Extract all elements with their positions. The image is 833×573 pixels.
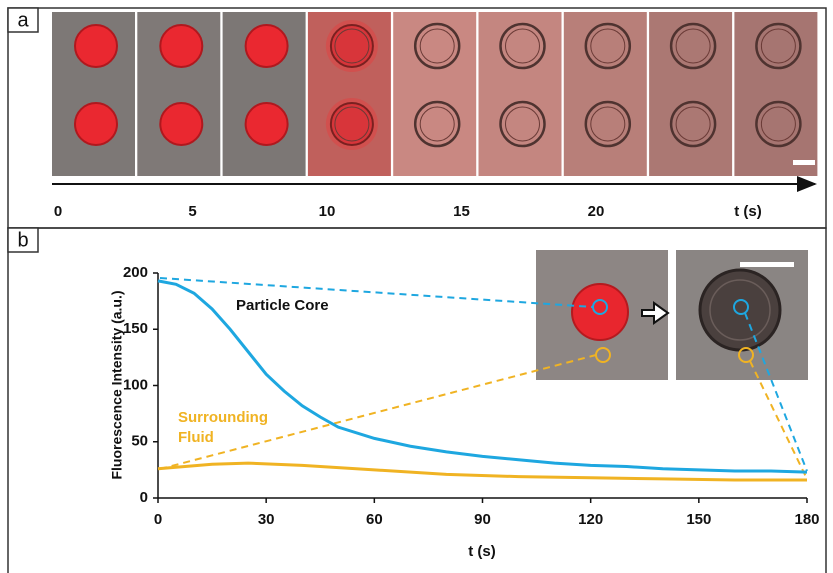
x-tick-label: 20 [588, 203, 605, 220]
particle [160, 25, 202, 67]
x-tick-label: 0 [154, 511, 162, 528]
x-tick-label: 15 [453, 203, 470, 220]
y-tick-label: 0 [140, 489, 148, 506]
x-tick-label: 5 [188, 203, 196, 220]
x-tick-label: 90 [474, 511, 491, 528]
particle [331, 103, 373, 145]
x-tick-label: 30 [258, 511, 275, 528]
frame [564, 12, 647, 176]
panel-label: b [17, 229, 28, 251]
particle [331, 25, 373, 67]
page: {"panel_a": {"label": "a", "xticks": [0,… [0, 0, 833, 573]
frame [649, 12, 732, 176]
frame [734, 12, 817, 176]
scale-bar [793, 160, 815, 165]
x-axis-label: t (s) [734, 203, 762, 220]
x-tick-label: 180 [794, 511, 819, 528]
x-tick-label: 10 [319, 203, 336, 220]
figure: a b t (s) Fluorescence Intensity (a.u.) … [0, 0, 833, 573]
y-tick-label: 200 [123, 264, 148, 281]
panel-label: a [17, 9, 29, 31]
particle [246, 103, 288, 145]
series-label: Surrounding Fluid [178, 408, 274, 448]
particle [75, 25, 117, 67]
y-tick-label: 100 [123, 376, 148, 393]
image-strip [52, 12, 817, 176]
particle [75, 103, 117, 145]
frame [479, 12, 562, 176]
particle [246, 25, 288, 67]
x-axis-label: t (s) [468, 543, 496, 560]
x-tick-label: 0 [54, 203, 62, 220]
x-tick-label: 60 [366, 511, 383, 528]
frame [393, 12, 476, 176]
y-tick-label: 50 [131, 433, 148, 450]
x-tick-label: 120 [578, 511, 603, 528]
y-tick-label: 150 [123, 320, 148, 337]
particle [160, 103, 202, 145]
series-label: Particle Core [236, 297, 329, 314]
x-tick-label: 150 [686, 511, 711, 528]
